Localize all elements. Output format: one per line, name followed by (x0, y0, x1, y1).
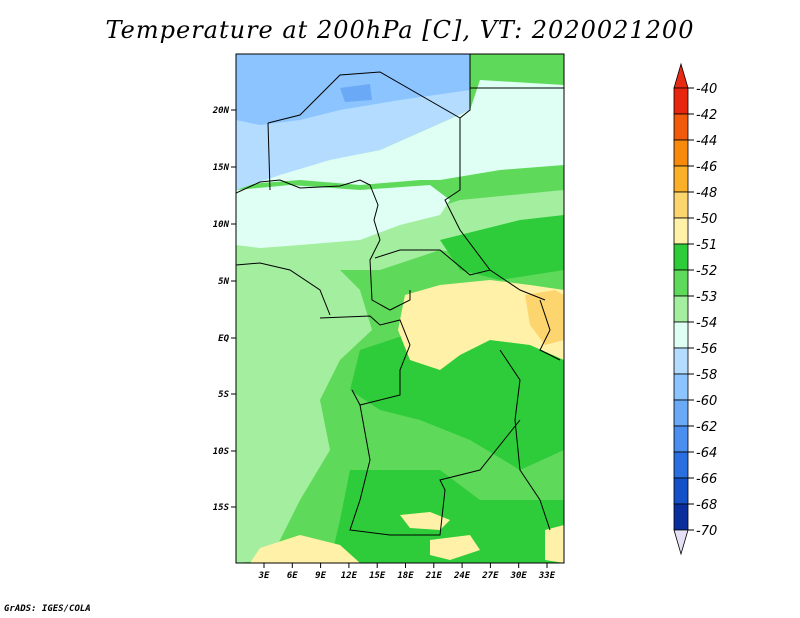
lat-label: 15S (213, 503, 230, 513)
legend-swatch (673, 425, 689, 453)
legend-bar: -40 -42 -44 -46 -48 -50 -51 -52 -53 -54 -56 -58 -60 -… (673, 62, 717, 556)
latitude-axis: 20N 15N 10N 5N EQ 5S 10S 15S (212, 106, 236, 513)
lon-label: 15E (369, 571, 386, 581)
lon-label: 30E (510, 571, 528, 581)
legend-label: -40 (696, 82, 717, 97)
field-53-west (236, 250, 372, 563)
lon-label: 18E (397, 571, 414, 581)
field-50-sw (250, 535, 360, 563)
longitude-axis: 3E 6E 9E 12E 15E 18E 21E 24E 27E 30E 33E (258, 563, 556, 581)
lon-label: 12E (341, 571, 358, 581)
legend-swatch (673, 87, 689, 115)
lat-label: 10S (213, 447, 230, 457)
legend-swatch (673, 373, 689, 401)
field-60-patch (340, 84, 372, 102)
field-54-lower (236, 185, 450, 248)
map-frame (235, 53, 565, 564)
legend-label: -53 (696, 290, 717, 305)
lat-label: 10N (213, 220, 230, 230)
legend-bottom-arrow (673, 529, 689, 556)
field-50-yellow (398, 280, 564, 370)
legend-label: -54 (696, 316, 717, 331)
field-51-north (440, 215, 564, 280)
lat-label: 15N (213, 163, 230, 173)
chart-title: Temperature at 200hPa [C], VT: 202002120… (105, 16, 695, 44)
legend-swatch (673, 347, 689, 375)
lat-label: 5N (218, 277, 229, 287)
legend-label: -64 (696, 446, 717, 461)
lon-label: 24E (453, 571, 471, 581)
legend-swatch (673, 113, 689, 141)
legend-label: -70 (696, 524, 717, 539)
field-48-orange (525, 290, 564, 345)
legend-swatch (673, 399, 689, 427)
legend-label: -42 (696, 108, 717, 123)
legend-swatch (673, 503, 689, 531)
legend-swatch (673, 321, 689, 349)
legend-label: -46 (696, 160, 717, 175)
legend-label: -56 (696, 342, 717, 357)
field-51-south (330, 470, 564, 563)
lon-label: 33E (538, 571, 556, 581)
legend-top-arrow (673, 62, 689, 89)
lon-label: 6E (287, 571, 298, 581)
legend-label: -50 (696, 212, 717, 227)
legend-label: -48 (696, 186, 717, 201)
legend-label: -66 (696, 472, 717, 487)
legend-label: -60 (696, 394, 717, 409)
legend-label: -52 (696, 264, 717, 279)
lon-label: 21E (425, 571, 443, 581)
field-50-s2 (430, 535, 480, 560)
legend-label: -58 (696, 368, 717, 383)
legend-swatch (673, 217, 689, 245)
field-54-band (236, 80, 564, 185)
lat-label: EQ (218, 334, 229, 344)
legend-label: -62 (696, 420, 717, 435)
legend-label: -51 (696, 238, 717, 253)
field-50-s1 (400, 512, 450, 530)
legend-swatch (673, 477, 689, 505)
lat-label: 20N (212, 106, 230, 116)
legend-swatch (673, 243, 689, 271)
legend-swatch (673, 165, 689, 193)
map-field (236, 54, 564, 563)
legend-swatch (673, 451, 689, 479)
field-50-se (545, 525, 564, 563)
country-borders (236, 54, 564, 536)
legend-swatch (673, 295, 689, 323)
legend-label: -44 (696, 134, 717, 149)
lat-label: 5S (218, 390, 229, 400)
lon-label: 3E (258, 571, 270, 581)
legend-swatch (673, 191, 689, 219)
lon-label: 27E (481, 571, 499, 581)
legend-swatch (673, 269, 689, 297)
legend-label: -68 (696, 498, 717, 513)
grads-credit: GrADS: IGES/COLA (4, 604, 91, 614)
legend-swatch (673, 139, 689, 167)
lon-label: 9E (315, 571, 326, 581)
